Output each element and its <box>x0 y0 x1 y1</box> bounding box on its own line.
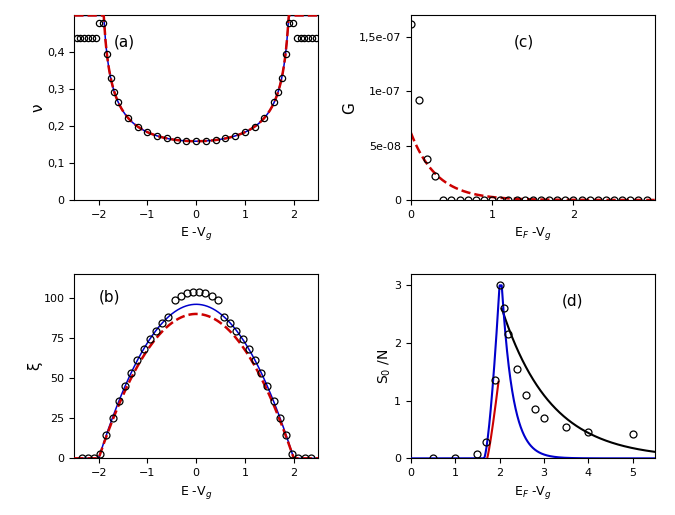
Y-axis label: G: G <box>342 102 357 114</box>
Y-axis label: S$_0$ /N: S$_0$ /N <box>376 348 393 384</box>
Y-axis label: ν: ν <box>30 104 45 112</box>
Text: (a): (a) <box>113 35 134 50</box>
X-axis label: E$_F$ -V$_g$: E$_F$ -V$_g$ <box>514 484 551 501</box>
Text: (c): (c) <box>513 35 533 50</box>
X-axis label: E -V$_g$: E -V$_g$ <box>180 484 213 501</box>
X-axis label: E -V$_g$: E -V$_g$ <box>180 225 213 242</box>
Text: (b): (b) <box>99 289 120 304</box>
Text: (d): (d) <box>562 293 584 308</box>
X-axis label: E$_F$ -V$_g$: E$_F$ -V$_g$ <box>514 225 551 242</box>
Y-axis label: ξ: ξ <box>27 362 42 370</box>
